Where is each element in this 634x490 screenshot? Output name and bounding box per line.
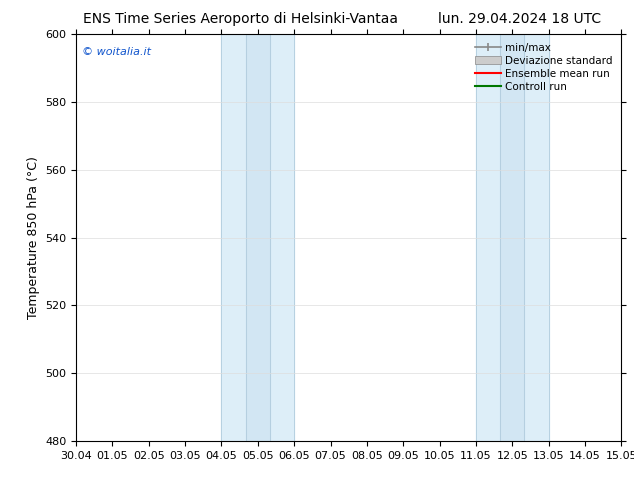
Bar <box>476 34 548 441</box>
Text: ENS Time Series Aeroporto di Helsinki-Vantaa: ENS Time Series Aeroporto di Helsinki-Va… <box>84 12 398 26</box>
Y-axis label: Temperature 850 hPa (°C): Temperature 850 hPa (°C) <box>27 156 39 319</box>
Bar <box>500 34 524 441</box>
Legend: min/max, Deviazione standard, Ensemble mean run, Controll run: min/max, Deviazione standard, Ensemble m… <box>472 40 616 95</box>
Text: © woitalia.it: © woitalia.it <box>82 47 150 56</box>
Text: lun. 29.04.2024 18 UTC: lun. 29.04.2024 18 UTC <box>438 12 602 26</box>
Bar <box>221 34 294 441</box>
Bar <box>246 34 270 441</box>
